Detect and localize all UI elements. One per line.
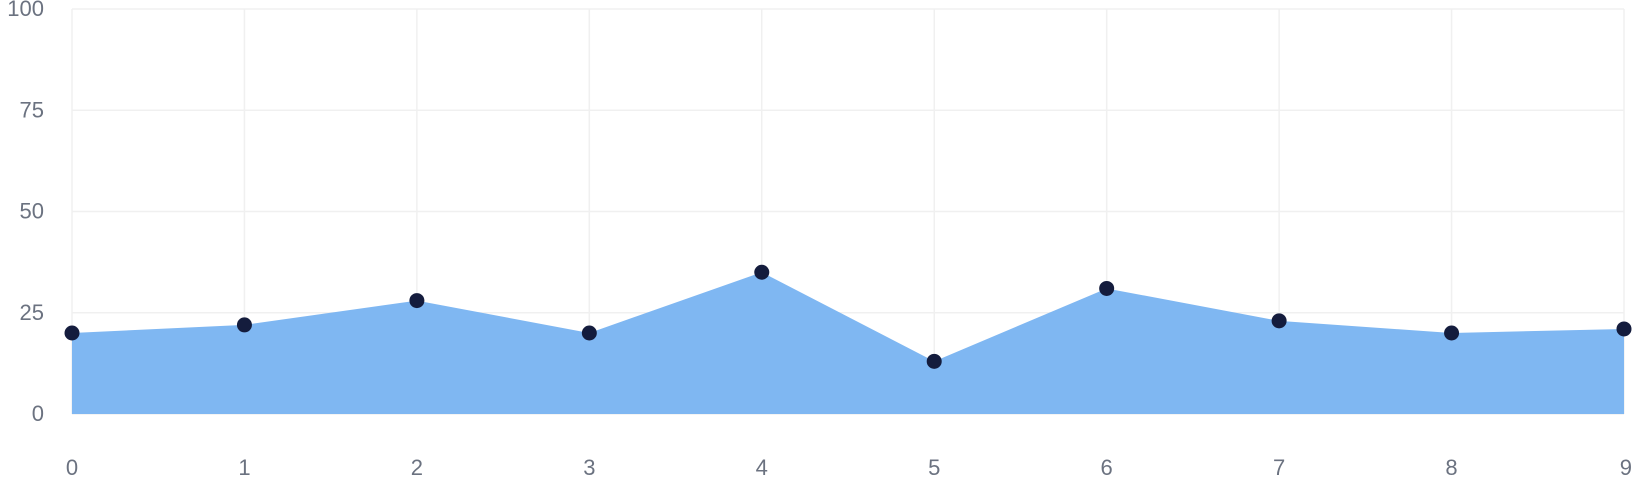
x-tick-label: 7 xyxy=(1273,455,1285,480)
data-point[interactable] xyxy=(581,325,597,341)
x-tick-label: 9 xyxy=(1620,455,1632,480)
x-tick-label: 8 xyxy=(1445,455,1457,480)
y-tick-label: 0 xyxy=(32,401,44,426)
x-tick-label: 6 xyxy=(1101,455,1113,480)
x-tick-label: 1 xyxy=(238,455,250,480)
y-tick-label: 50 xyxy=(20,199,44,224)
data-point[interactable] xyxy=(1616,321,1632,337)
data-point[interactable] xyxy=(1099,280,1115,296)
y-tick-label: 25 xyxy=(20,300,44,325)
x-axis-labels: 0 1 2 3 4 5 6 7 8 9 xyxy=(66,455,1632,480)
x-tick-label: 2 xyxy=(411,455,423,480)
data-point[interactable] xyxy=(926,353,942,369)
x-tick-label: 5 xyxy=(928,455,940,480)
area-layer xyxy=(72,272,1624,414)
data-point[interactable] xyxy=(409,293,425,309)
data-point[interactable] xyxy=(64,325,80,341)
y-axis-labels: 0 25 50 75 100 xyxy=(7,0,44,426)
data-point[interactable] xyxy=(1444,325,1460,341)
x-tick-label: 4 xyxy=(756,455,768,480)
y-tick-label: 75 xyxy=(20,97,44,122)
data-point[interactable] xyxy=(236,317,252,333)
marker-layer xyxy=(64,264,1632,369)
data-point[interactable] xyxy=(754,264,770,280)
x-tick-label: 3 xyxy=(583,455,595,480)
x-tick-label: 0 xyxy=(66,455,78,480)
area-series xyxy=(72,272,1624,414)
data-point[interactable] xyxy=(1271,313,1287,329)
y-tick-label: 100 xyxy=(7,0,44,21)
